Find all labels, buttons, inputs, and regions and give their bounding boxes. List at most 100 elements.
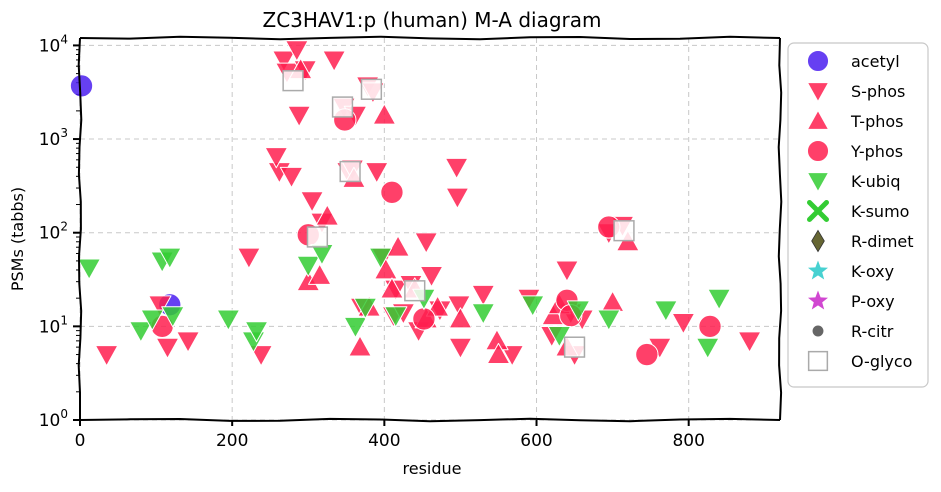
s-phos-point	[279, 166, 304, 188]
t-phos-point	[308, 263, 332, 285]
o-glyco-point	[339, 160, 361, 183]
t-phos-point	[541, 304, 565, 326]
legend-item-k-ubiq: K-ubiq	[806, 172, 900, 193]
s-phos-point	[365, 162, 389, 184]
k-ubiq-point	[654, 300, 678, 322]
y-tick-label: 101	[39, 313, 68, 337]
legend-item-o-glyco: O-glyco	[807, 350, 912, 372]
legend-marker-o-glyco	[807, 350, 829, 372]
frame-left	[77, 37, 83, 420]
legend-marker-t-phos	[806, 109, 830, 130]
y-phos-point	[380, 180, 404, 204]
s-phos-point	[447, 295, 471, 317]
s-phos-point	[500, 345, 524, 367]
k-ubiq-point	[471, 303, 495, 325]
y-tick-label: 103	[39, 126, 68, 150]
legend-label-k-ubiq: K-ubiq	[851, 172, 900, 191]
x-tick-label: 0	[75, 431, 86, 451]
x-tick-label: 800	[672, 431, 704, 451]
k-ubiq-point	[566, 300, 591, 322]
legend-marker-k-sumo	[807, 200, 829, 222]
legend-marker-k-ubiq	[806, 172, 830, 193]
legend-marker-s-phos	[806, 82, 830, 103]
y-tick-label: 104	[39, 32, 68, 56]
s-phos-point	[448, 337, 473, 359]
legend-label-k-sumo: K-sumo	[851, 202, 909, 221]
t-phos-point	[380, 277, 404, 299]
k-ubiq-point	[368, 247, 393, 269]
legend-marker-r-citr	[812, 325, 824, 337]
t-phos-point	[600, 290, 625, 312]
y-tick-label: 102	[39, 220, 68, 244]
legend-label-r-dimet: R-dimet	[851, 232, 914, 251]
legend-label-k-oxy: K-oxy	[851, 262, 894, 281]
t-phos-point	[386, 235, 410, 257]
legend-marker-p-oxy	[808, 290, 828, 310]
t-phos-point	[374, 258, 398, 280]
s-phos-point	[555, 260, 579, 282]
legend-label-s-phos: S-phos	[851, 82, 905, 101]
x-axis-title: residue	[403, 459, 462, 478]
x-tick-label: 600	[520, 431, 552, 451]
o-glyco-point	[563, 336, 586, 358]
legend: acetyl S-phos T-phos Y-phos K-ubiq K-sumo R-di…	[787, 42, 929, 388]
t-phos-point	[315, 204, 339, 226]
s-phos-point	[249, 345, 273, 367]
s-phos-point	[414, 232, 438, 254]
o-glyco-point	[360, 78, 383, 100]
acetyl-point	[69, 74, 94, 98]
k-ubiq-point	[296, 255, 320, 277]
t-phos-point	[486, 342, 511, 364]
k-ubiq-point	[77, 258, 101, 280]
s-phos-point	[264, 147, 288, 169]
k-ubiq-point	[158, 247, 182, 269]
chart-title: ZC3HAV1:p (human) M-A diagram	[263, 8, 602, 32]
s-phos-point	[300, 191, 324, 213]
k-ubiq-point	[384, 306, 408, 328]
s-phos-point	[471, 284, 495, 306]
y-tick-base: 10	[39, 411, 61, 431]
legend-label-p-oxy: P-oxy	[851, 292, 895, 311]
y-phos-point	[635, 342, 659, 367]
y-tick-exponent: 4	[60, 32, 68, 46]
k-ubiq-point	[343, 316, 368, 339]
s-phos-point	[176, 331, 200, 353]
frame-bottom	[79, 417, 781, 423]
y-tick-exponent: 3	[60, 126, 68, 140]
s-phos-point	[445, 187, 470, 209]
s-phos-point	[737, 331, 762, 353]
o-glyco-point	[282, 70, 304, 92]
y-tick-base: 10	[39, 36, 61, 56]
y-tick-base: 10	[39, 224, 61, 244]
legend-marker-y-phos	[806, 139, 830, 163]
s-phos-point	[148, 295, 172, 317]
k-ubiq-point	[129, 321, 153, 343]
legend-item-t-phos: T-phos	[806, 109, 904, 131]
s-phos-point	[444, 157, 469, 179]
k-ubiq-point	[353, 297, 377, 319]
o-glyco-point	[306, 226, 329, 248]
k-ubiq-point	[521, 295, 545, 317]
y-tick-exponent: 1	[60, 313, 68, 327]
s-phos-point	[155, 337, 180, 359]
o-glyco-point	[404, 280, 426, 302]
o-glyco-point	[331, 96, 354, 118]
s-phos-point	[272, 50, 296, 72]
legend-item-y-phos: Y-phos	[806, 139, 903, 163]
s-phos-point	[287, 105, 311, 127]
legend-marker-k-oxy	[808, 260, 828, 280]
legend-label-y-phos: Y-phos	[850, 142, 903, 161]
legend-label-r-citr: R-citr	[851, 322, 894, 341]
k-ubiq-point	[216, 309, 241, 331]
legend-item-k-sumo: K-sumo	[807, 200, 909, 222]
k-ubiq-point	[244, 321, 269, 343]
legend-item-r-citr: R-citr	[812, 322, 894, 341]
x-stroke	[807, 200, 829, 222]
y-tick-base: 10	[39, 317, 61, 337]
legend-label-t-phos: T-phos	[850, 112, 904, 131]
o-glyco-point	[613, 220, 635, 242]
legend-label-o-glyco: O-glyco	[851, 352, 912, 371]
legend-item-r-dimet: R-dimet	[811, 229, 914, 253]
